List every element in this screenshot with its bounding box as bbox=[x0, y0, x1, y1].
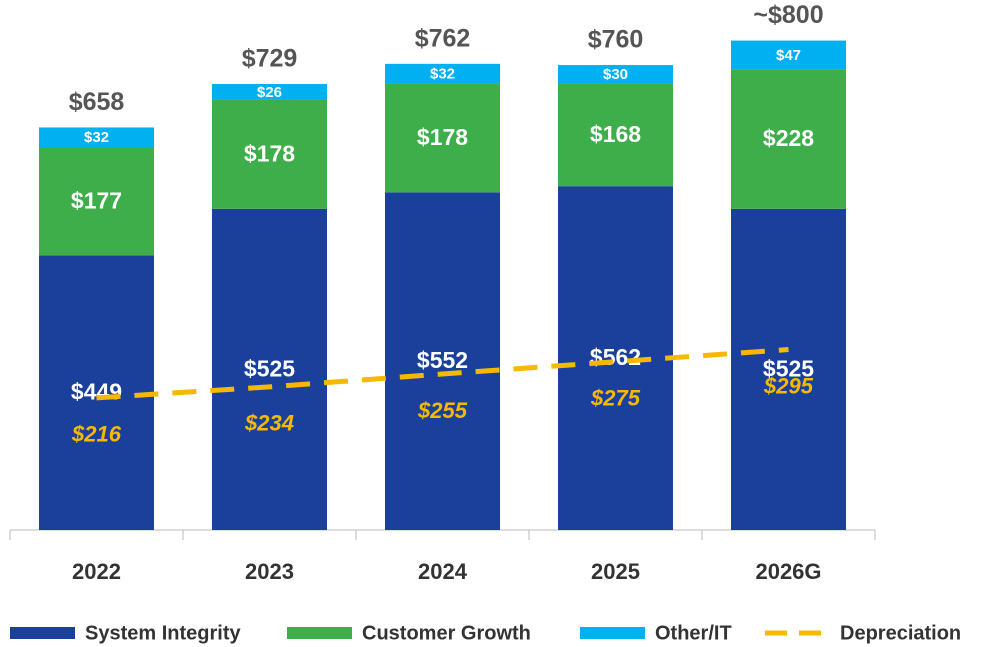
legend-label: Other/IT bbox=[655, 622, 732, 644]
x-tick-label: 2025 bbox=[591, 559, 640, 584]
legend-label: Depreciation bbox=[840, 622, 961, 644]
total-label: $729 bbox=[242, 45, 298, 73]
x-tick-label: 2024 bbox=[418, 559, 468, 584]
x-tick-label: 2022 bbox=[72, 559, 121, 584]
segment-label: $32 bbox=[430, 66, 455, 83]
total-label: ~$800 bbox=[753, 1, 823, 29]
bar-segment bbox=[385, 192, 500, 530]
bar-segment bbox=[731, 208, 846, 530]
bar-segment bbox=[385, 83, 500, 193]
bar-segment bbox=[731, 40, 846, 70]
bar-segment bbox=[558, 186, 673, 530]
segment-label: $525 bbox=[763, 355, 814, 381]
total-label: $658 bbox=[69, 88, 125, 116]
bar-segment bbox=[39, 147, 154, 256]
legend-swatch bbox=[287, 627, 352, 639]
legend-swatch bbox=[580, 627, 645, 639]
x-tick-label: 2023 bbox=[245, 559, 294, 584]
segment-label: $47 bbox=[776, 47, 801, 64]
bar-segment bbox=[212, 99, 327, 209]
segment-label: $228 bbox=[763, 125, 814, 151]
line-label: $275 bbox=[590, 386, 641, 411]
x-tick-label: 2026G bbox=[755, 559, 821, 584]
bar-segment bbox=[385, 63, 500, 84]
legend-swatch bbox=[10, 627, 75, 639]
bar-segment bbox=[558, 83, 673, 187]
segment-label: $168 bbox=[590, 121, 641, 147]
line bbox=[96, 347, 789, 401]
legend-label: Customer Growth bbox=[362, 622, 531, 644]
line-label: $216 bbox=[71, 422, 122, 447]
segment-label: $32 bbox=[84, 129, 109, 146]
segment-label: $177 bbox=[71, 187, 122, 213]
line-label: $295 bbox=[763, 373, 814, 398]
bar-segment bbox=[39, 127, 154, 148]
segment-label: $26 bbox=[257, 84, 282, 101]
segment-label: $449 bbox=[71, 379, 122, 405]
segment-label: $552 bbox=[417, 347, 468, 373]
total-label: $762 bbox=[415, 24, 471, 52]
legend-label: System Integrity bbox=[85, 622, 241, 644]
bar-segment bbox=[39, 255, 154, 531]
segment-label: $525 bbox=[244, 355, 295, 381]
bar-segment bbox=[212, 208, 327, 530]
bar-segment bbox=[212, 84, 327, 100]
segment-label: $30 bbox=[603, 66, 628, 83]
segment-label: $178 bbox=[244, 140, 295, 166]
segment-label: $178 bbox=[417, 124, 468, 150]
bar-segment bbox=[558, 65, 673, 84]
bar-segment bbox=[731, 69, 846, 209]
total-label: $760 bbox=[588, 26, 644, 54]
line-label: $234 bbox=[244, 411, 294, 436]
segment-label: $562 bbox=[590, 344, 641, 370]
line-label: $255 bbox=[417, 398, 468, 423]
